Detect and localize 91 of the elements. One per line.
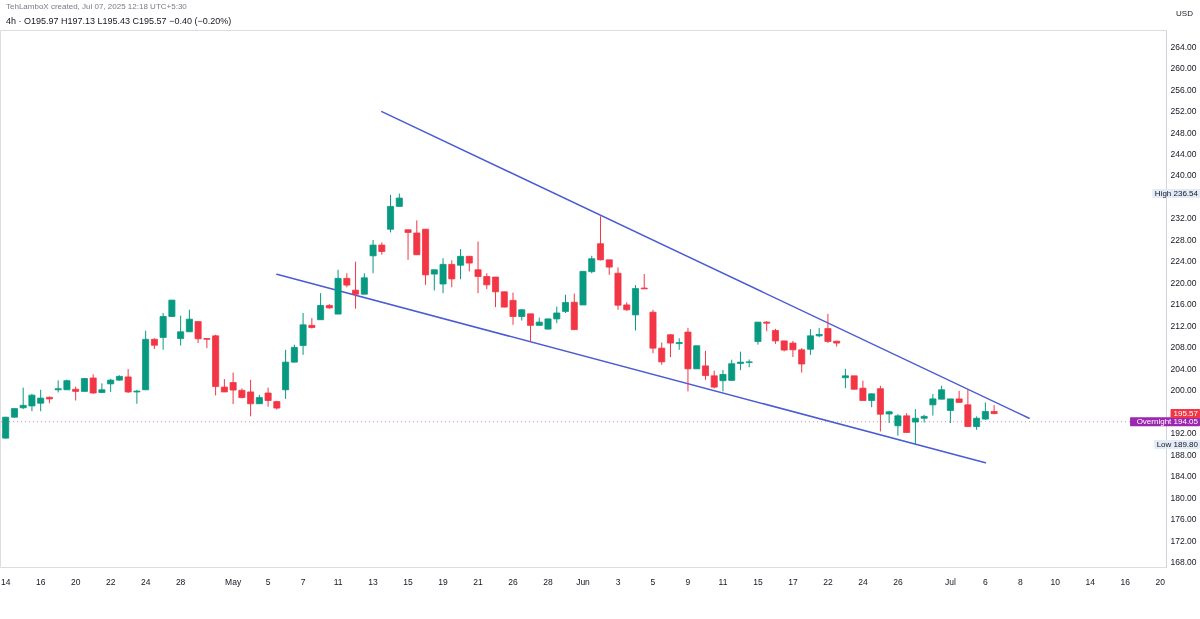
candlestick xyxy=(990,404,998,415)
x-tick-label: 21 xyxy=(473,576,484,587)
x-tick-label: 10 xyxy=(1050,576,1061,587)
x-tick-label: Jul xyxy=(944,576,956,587)
x-tick-label: 6 xyxy=(983,576,988,587)
candlestick xyxy=(667,333,674,358)
y-tick-label: 172.00 xyxy=(1170,535,1197,546)
y-tick-label: 208.00 xyxy=(1170,342,1197,353)
text: 195.57 xyxy=(1173,408,1199,418)
candlestick xyxy=(693,345,701,370)
candlestick xyxy=(964,388,972,428)
x-tick-label: 16 xyxy=(35,576,46,587)
x-tick-label: 22 xyxy=(823,576,833,587)
y-tick-label: 244.00 xyxy=(1170,149,1197,160)
y-tick-label: 216.00 xyxy=(1170,299,1197,310)
x-tick-label: 28 xyxy=(543,576,553,587)
x-tick-label: 7 xyxy=(300,576,306,587)
y-tick-label: 224.00 xyxy=(1170,256,1197,267)
y-tick-label: 180.00 xyxy=(1170,492,1197,503)
y-tick-label: 260.00 xyxy=(1170,63,1197,74)
candlestick xyxy=(527,313,534,343)
x-tick-label: 20 xyxy=(1155,576,1166,587)
candlestick xyxy=(457,248,464,280)
x-tick-label: 9 xyxy=(685,576,691,587)
candlestick xyxy=(133,389,141,405)
x-tick-label: 5 xyxy=(650,576,656,587)
candlestick xyxy=(946,398,954,424)
y-tick-label: 248.00 xyxy=(1170,127,1197,138)
y-axis-title: USD xyxy=(1176,8,1194,18)
x-tick-label: May xyxy=(225,576,242,587)
candlestick xyxy=(841,368,849,389)
candlestick xyxy=(903,412,911,433)
candlestick xyxy=(955,390,963,404)
y-tick-label: 168.00 xyxy=(1170,557,1197,568)
candlestick xyxy=(89,373,97,395)
x-tick-label: Jun xyxy=(576,576,591,587)
candlestick xyxy=(317,292,325,321)
x-tick-label: 28 xyxy=(175,576,186,587)
chart-subtitle: 4h · O195.97 H197.13 L195.43 C195.57 −0.40 (−0.20%) xyxy=(6,16,232,26)
x-tick-label: 3 xyxy=(615,576,621,587)
y-tick-label: 228.00 xyxy=(1170,234,1197,245)
x-tick-label: 8 xyxy=(1017,576,1023,587)
y-tick-label: 256.00 xyxy=(1170,84,1197,95)
candlestick xyxy=(448,259,456,288)
y-tick-label: 264.00 xyxy=(1170,41,1197,52)
y-tick-label: 192.00 xyxy=(1170,428,1197,439)
candlestick xyxy=(894,413,902,437)
y-tick-label: 176.00 xyxy=(1170,514,1197,525)
text: TehLamboX created, Jul 07, 2025 12:18 UTC+5:30 xyxy=(6,2,188,11)
y-tick-label: 232.00 xyxy=(1170,213,1197,224)
candlestick xyxy=(352,261,360,310)
x-tick-label: 26 xyxy=(508,576,519,587)
x-tick-label: 26 xyxy=(893,576,903,587)
annotation: Low 189.80 xyxy=(1156,439,1199,449)
x-tick-label: 16 xyxy=(1120,576,1131,587)
candlestick xyxy=(562,294,569,314)
x-tick-label: 14 xyxy=(0,576,11,587)
candlestick xyxy=(299,312,307,356)
candlestick xyxy=(369,239,377,274)
x-tick-label: 22 xyxy=(105,576,116,587)
x-tick-label: 13 xyxy=(368,576,379,587)
candlestick xyxy=(98,382,106,394)
ref-line-label: Overnight 194.05 xyxy=(1136,416,1199,426)
x-tick-label: 19 xyxy=(438,576,449,587)
annotation: High 236.54 xyxy=(1154,188,1199,198)
y-tick-label: 200.00 xyxy=(1170,385,1197,396)
x-tick-label: 11 xyxy=(333,576,343,587)
x-tick-label: 24 xyxy=(140,576,151,587)
candlestick xyxy=(754,321,762,346)
candlestick xyxy=(492,276,499,308)
candlestick xyxy=(387,194,395,233)
x-tick-label: 5 xyxy=(265,576,271,587)
candlestick xyxy=(597,215,604,261)
y-tick-label: 212.00 xyxy=(1170,320,1197,331)
candlestick xyxy=(360,272,368,295)
candlestick xyxy=(185,309,193,333)
x-tick-label: 17 xyxy=(788,576,798,587)
x-tick-label: 15 xyxy=(753,576,763,587)
x-tick-label: 11 xyxy=(718,576,728,587)
y-tick-label: 220.00 xyxy=(1170,277,1197,288)
x-tick-label: 15 xyxy=(403,576,414,587)
y-tick-label: 184.00 xyxy=(1170,471,1197,482)
candlestick xyxy=(177,315,185,346)
x-tick-label: 20 xyxy=(70,576,81,587)
y-tick-label: 188.00 xyxy=(1170,449,1197,460)
candlestick xyxy=(264,387,272,408)
y-tick-label: 240.00 xyxy=(1170,170,1197,181)
y-tick-label: 204.00 xyxy=(1170,363,1197,374)
x-tick-label: 14 xyxy=(1085,576,1096,587)
x-tick-label: 24 xyxy=(858,576,868,587)
y-tick-label: 252.00 xyxy=(1170,106,1197,117)
